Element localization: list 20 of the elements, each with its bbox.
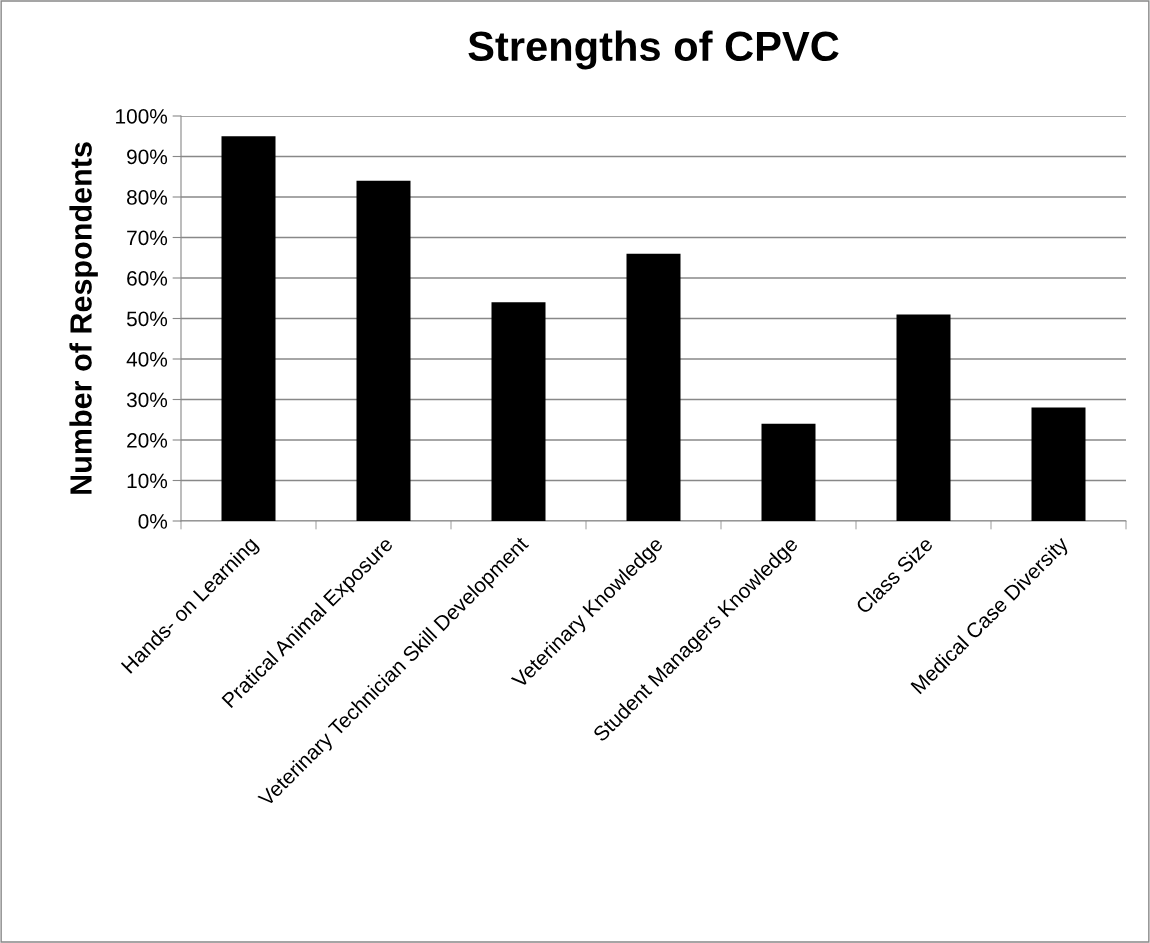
bar — [221, 136, 276, 521]
y-tick-label: 40% — [126, 352, 168, 367]
y-tick-label: 100% — [116, 109, 168, 124]
y-tick-label: 70% — [127, 230, 168, 246]
bar — [896, 314, 951, 521]
y-axis-title: Number of Respondents — [69, 142, 98, 494]
y-tick-label: 80% — [127, 190, 168, 205]
y-tick-label: 50% — [126, 311, 168, 327]
bar — [491, 302, 546, 521]
y-tick-label: 90% — [127, 149, 168, 165]
bar — [356, 180, 411, 521]
y-tick-label: 60% — [127, 271, 168, 286]
bar — [1031, 407, 1086, 521]
y-tick-label: 20% — [127, 433, 168, 448]
bar — [626, 253, 681, 521]
bar — [761, 423, 816, 521]
y-tick-label: 10% — [127, 473, 168, 489]
y-tick-label: 30% — [126, 392, 168, 408]
y-tick-label: 0% — [138, 514, 168, 529]
chart-title: Strengths of CPVC — [468, 30, 839, 70]
